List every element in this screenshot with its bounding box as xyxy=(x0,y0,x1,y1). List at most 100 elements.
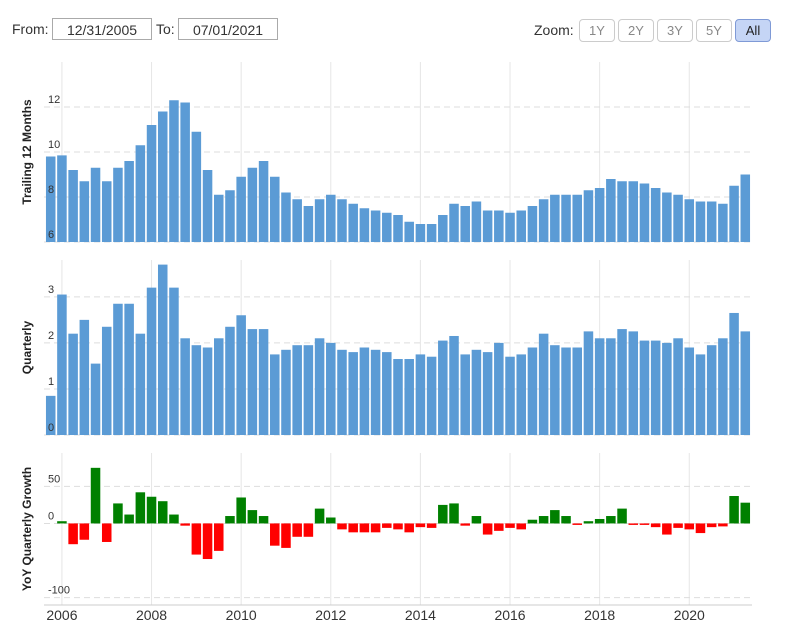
bar xyxy=(124,161,134,242)
bar xyxy=(628,331,639,435)
bar xyxy=(740,502,751,524)
bar xyxy=(561,194,571,242)
bar xyxy=(314,338,325,435)
bar xyxy=(527,347,538,435)
bar xyxy=(382,523,392,528)
bar xyxy=(90,363,101,435)
bar xyxy=(740,331,751,435)
bar xyxy=(415,354,426,435)
bar xyxy=(538,516,549,524)
bar xyxy=(639,183,650,242)
y-tick-label: 3 xyxy=(48,284,54,296)
zoom-button[interactable]: All xyxy=(735,19,771,42)
bar xyxy=(617,508,627,524)
bar xyxy=(718,523,728,527)
zoom-button[interactable]: 5Y xyxy=(696,19,732,42)
bar xyxy=(438,215,448,242)
x-tick-label: 2008 xyxy=(136,607,167,623)
bar xyxy=(527,206,538,242)
bar xyxy=(213,194,224,242)
bar xyxy=(628,181,639,242)
bar xyxy=(572,523,583,525)
bar xyxy=(550,194,560,242)
bar xyxy=(449,203,459,242)
bar xyxy=(113,167,123,242)
bar xyxy=(191,131,202,242)
bar xyxy=(124,303,134,435)
bar xyxy=(583,521,594,524)
bar xyxy=(662,192,672,242)
bar xyxy=(673,338,683,435)
y-tick-label: 12 xyxy=(48,94,60,106)
x-tick-label: 2006 xyxy=(46,607,77,623)
bar xyxy=(471,349,482,435)
bar xyxy=(561,347,571,435)
bar xyxy=(494,342,504,435)
bar xyxy=(45,395,56,435)
bar xyxy=(79,181,90,242)
bar xyxy=(650,340,661,435)
bar xyxy=(404,221,414,242)
bar xyxy=(706,523,717,528)
to-input[interactable]: 07/01/2021 xyxy=(178,18,278,40)
bar xyxy=(415,523,426,528)
bar xyxy=(639,523,650,525)
bar xyxy=(225,190,235,242)
bar xyxy=(494,523,504,531)
bar xyxy=(516,210,526,242)
y-tick-label: 2 xyxy=(48,330,54,342)
bar xyxy=(90,167,101,242)
bar xyxy=(124,514,134,524)
y-tick-label: 8 xyxy=(48,184,54,196)
zoom-button[interactable]: 1Y xyxy=(579,19,615,42)
bar xyxy=(527,519,538,524)
bar xyxy=(382,212,392,242)
bar xyxy=(718,338,728,435)
bar xyxy=(326,194,336,242)
bar xyxy=(146,496,157,524)
bar xyxy=(68,523,78,545)
from-input[interactable]: 12/31/2005 xyxy=(52,18,152,40)
bar xyxy=(113,503,123,524)
bar xyxy=(505,523,515,528)
bar xyxy=(157,501,168,524)
bar xyxy=(135,145,146,242)
bar xyxy=(594,338,605,435)
bar xyxy=(404,359,414,435)
bar xyxy=(45,156,56,242)
bar xyxy=(281,349,291,435)
bar xyxy=(326,517,336,524)
bar xyxy=(662,342,672,435)
bar xyxy=(135,492,146,524)
x-tick-label: 2014 xyxy=(405,607,436,623)
bar xyxy=(393,523,403,530)
zoom-button[interactable]: 3Y xyxy=(657,19,693,42)
bar xyxy=(482,523,493,535)
bar xyxy=(370,349,381,435)
bar xyxy=(370,210,381,242)
bar xyxy=(617,181,627,242)
bar xyxy=(57,155,67,242)
y-axis-title: Quarterly xyxy=(20,320,34,374)
bar xyxy=(157,111,168,242)
bar xyxy=(57,521,67,524)
bar xyxy=(628,523,639,525)
bar xyxy=(57,294,67,435)
bar xyxy=(180,102,190,242)
bar xyxy=(247,510,258,524)
bar xyxy=(561,516,571,524)
bar xyxy=(191,523,202,555)
y-tick-label: 6 xyxy=(48,229,54,241)
bar xyxy=(583,190,594,242)
bar xyxy=(572,347,583,435)
bar xyxy=(684,199,695,242)
bar xyxy=(449,503,459,524)
bar xyxy=(594,518,605,524)
bar xyxy=(538,333,549,435)
bar xyxy=(292,523,302,537)
bar xyxy=(169,287,179,435)
zoom-button[interactable]: 2Y xyxy=(618,19,654,42)
bar xyxy=(303,206,314,242)
from-label: From: xyxy=(12,21,49,37)
